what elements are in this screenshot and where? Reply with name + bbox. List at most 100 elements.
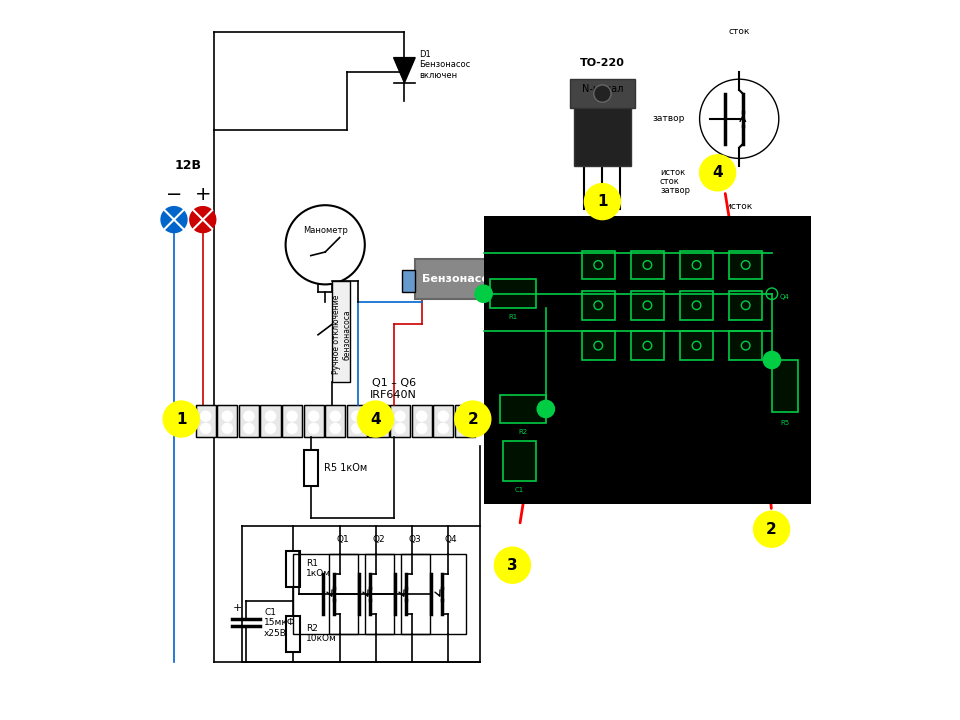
Bar: [730, 251, 762, 279]
Circle shape: [330, 411, 341, 421]
Bar: [412, 405, 432, 437]
Circle shape: [538, 400, 555, 418]
Bar: [369, 405, 389, 437]
Bar: [401, 554, 466, 634]
Text: R1: R1: [509, 314, 517, 320]
Circle shape: [475, 285, 492, 302]
Circle shape: [494, 547, 531, 583]
Bar: [415, 259, 501, 299]
Bar: [730, 331, 762, 360]
Bar: [772, 360, 798, 412]
Bar: [369, 405, 389, 437]
Circle shape: [438, 411, 448, 421]
Circle shape: [460, 423, 470, 433]
Bar: [325, 405, 346, 437]
Circle shape: [700, 155, 735, 191]
Bar: [347, 405, 367, 437]
Bar: [217, 405, 237, 437]
Bar: [282, 405, 302, 437]
Bar: [500, 395, 546, 423]
Bar: [631, 331, 663, 360]
Text: Q4: Q4: [444, 534, 458, 544]
Text: 1: 1: [597, 194, 608, 209]
Text: N-канал: N-канал: [582, 84, 623, 94]
Circle shape: [455, 401, 491, 437]
Bar: [455, 405, 475, 437]
Circle shape: [373, 411, 384, 421]
Text: R5 1кОм: R5 1кОм: [324, 463, 367, 473]
Circle shape: [201, 411, 211, 421]
Circle shape: [396, 411, 405, 421]
Circle shape: [223, 411, 232, 421]
Circle shape: [357, 401, 394, 437]
Text: ТО-220: ТО-220: [580, 58, 625, 68]
Text: Q1: Q1: [337, 534, 349, 544]
Bar: [582, 331, 614, 360]
Bar: [286, 616, 300, 652]
Bar: [303, 405, 324, 437]
Bar: [582, 251, 614, 279]
Text: Q3: Q3: [409, 534, 421, 544]
Text: D1
Бензонасос
включен: D1 Бензонасос включен: [419, 50, 470, 80]
Circle shape: [460, 411, 470, 421]
Bar: [680, 251, 713, 279]
Circle shape: [585, 184, 620, 220]
Circle shape: [417, 423, 426, 433]
Circle shape: [161, 207, 187, 233]
Text: Ручное отключение
бензонасоса: Ручное отключение бензонасоса: [332, 295, 351, 374]
Bar: [303, 405, 324, 437]
Text: затвор: затвор: [653, 114, 685, 123]
Text: R2
10кОм: R2 10кОм: [306, 624, 337, 643]
Text: сток: сток: [660, 177, 680, 186]
Circle shape: [593, 85, 611, 102]
Bar: [365, 554, 430, 634]
Text: Манометр: Манометр: [302, 226, 348, 235]
Bar: [332, 281, 350, 382]
Bar: [680, 291, 713, 320]
Bar: [239, 405, 259, 437]
Circle shape: [266, 411, 276, 421]
Circle shape: [309, 411, 319, 421]
Circle shape: [163, 401, 200, 437]
Text: 1: 1: [176, 412, 186, 426]
Bar: [303, 450, 318, 486]
Text: исток: исток: [660, 168, 685, 177]
Text: 4: 4: [371, 412, 381, 426]
Circle shape: [244, 423, 254, 433]
Circle shape: [352, 423, 362, 433]
Bar: [390, 405, 410, 437]
Bar: [491, 279, 536, 308]
Bar: [433, 405, 453, 437]
Text: 12В: 12В: [175, 159, 202, 172]
Text: 2: 2: [468, 412, 478, 426]
Text: C1
15мкФ
х25В: C1 15мкФ х25В: [264, 608, 296, 638]
Bar: [260, 405, 280, 437]
Bar: [196, 405, 216, 437]
Text: Бензонасос: Бензонасос: [421, 274, 495, 284]
Text: исток: исток: [726, 202, 753, 211]
Bar: [484, 216, 811, 504]
Circle shape: [223, 423, 232, 433]
Circle shape: [763, 351, 780, 369]
Bar: [412, 405, 432, 437]
Circle shape: [287, 423, 298, 433]
Circle shape: [330, 423, 341, 433]
Text: Винтовой клеммник: Винтовой клеммник: [530, 414, 649, 424]
Bar: [570, 79, 635, 108]
Bar: [293, 554, 358, 634]
Text: +: +: [195, 185, 211, 204]
Circle shape: [438, 423, 448, 433]
Circle shape: [373, 423, 384, 433]
Circle shape: [352, 411, 362, 421]
Circle shape: [286, 205, 365, 284]
Text: 4: 4: [712, 166, 723, 180]
Text: 3: 3: [507, 558, 517, 572]
Text: Q2: Q2: [372, 534, 386, 544]
Text: 2: 2: [766, 522, 777, 536]
Text: сток: сток: [729, 27, 750, 36]
Text: Q4: Q4: [780, 294, 790, 300]
Bar: [347, 405, 367, 437]
Bar: [260, 405, 280, 437]
Text: C1: C1: [515, 487, 524, 492]
Circle shape: [309, 423, 319, 433]
